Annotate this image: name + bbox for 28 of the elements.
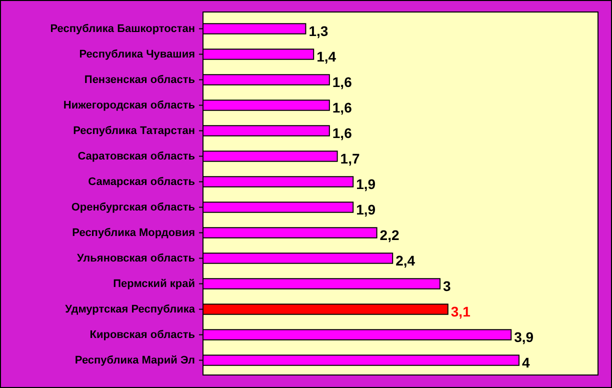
y-tick-label: Пермский край [113,278,195,290]
y-tick-label: Саратовская область [78,150,196,162]
data-label: 3 [443,278,451,294]
y-tick-label: Удмуртская Республика [65,303,196,316]
data-label: 1,6 [332,124,352,141]
y-tick-label: Республика Марий Эл [74,354,196,366]
y-tick-label: Самарская область [88,176,196,188]
y-tick-label: Республика Татарстан [73,124,195,137]
y-tick-label: Республика Башкортостан [50,22,195,35]
data-label: 3,9 [514,328,534,345]
data-label: 1,9 [356,201,376,218]
data-label: 1,6 [332,99,352,116]
data-label: 1,9 [356,176,376,192]
y-tick-label: Республика Чувашия [79,48,195,60]
data-label: 1,6 [332,74,352,90]
y-tick-label: Оренбургская область [71,201,196,214]
data-label: 3,1 [450,303,471,320]
data-label: 2,4 [396,252,416,268]
y-tick-label: Пензенская область [84,74,196,86]
y-tick-label: Нижегородская область [63,99,196,112]
data-label: 2,2 [380,226,400,243]
data-label: 1,3 [308,22,328,39]
data-label: 1,4 [316,48,336,64]
data-label: 1,7 [340,150,360,166]
y-tick-label: Ульяновская область [77,252,196,264]
y-tick-label: Республика Мордовия [72,226,195,239]
data-label: 4 [522,354,530,370]
y-tick-label: Кировская область [90,328,196,341]
